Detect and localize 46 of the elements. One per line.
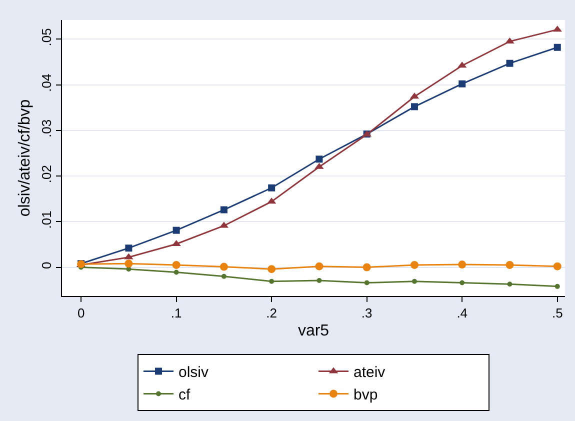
legend-label: ateiv xyxy=(354,364,386,382)
y-tick-label: .05 xyxy=(38,28,54,46)
point xyxy=(506,260,514,269)
point xyxy=(172,226,180,234)
x-tick-label: .2 xyxy=(266,306,277,321)
y-tick-label: .04 xyxy=(38,74,54,92)
y-tick-label: .02 xyxy=(38,165,54,184)
point xyxy=(315,262,324,270)
x-axis-title: var5 xyxy=(298,322,330,340)
point xyxy=(124,260,133,268)
point xyxy=(268,184,276,192)
point xyxy=(460,280,465,286)
point xyxy=(125,244,132,252)
x-tick-label: .4 xyxy=(456,306,468,321)
y-tick-label: 0 xyxy=(38,262,54,269)
point xyxy=(554,44,561,51)
legend-label: olsiv xyxy=(178,364,210,382)
legend-label: cf xyxy=(178,386,191,404)
y-axis-title: olsiv/ateiv/cf/bvp xyxy=(16,99,34,217)
point xyxy=(364,280,370,286)
point xyxy=(412,278,417,284)
point xyxy=(316,278,322,283)
point xyxy=(172,260,180,269)
point xyxy=(221,274,226,279)
y-tick-label: .03 xyxy=(38,119,54,138)
point xyxy=(316,156,323,163)
point xyxy=(553,262,562,270)
point xyxy=(362,263,371,272)
point xyxy=(507,282,512,287)
x-tick-label: .5 xyxy=(552,306,563,321)
point xyxy=(269,278,274,284)
point xyxy=(458,260,466,269)
y-tick-label: .01 xyxy=(38,210,54,229)
x-tick-label: .3 xyxy=(361,306,372,321)
point xyxy=(410,103,418,110)
point xyxy=(174,270,179,275)
point xyxy=(458,80,466,88)
point xyxy=(554,284,560,289)
point xyxy=(506,60,514,67)
x-tick-label: .1 xyxy=(170,306,182,321)
point xyxy=(410,260,418,269)
x-tick-label: 0 xyxy=(77,306,85,321)
point xyxy=(220,262,228,271)
point xyxy=(268,265,276,274)
point xyxy=(220,206,228,214)
legend-label: bvp xyxy=(354,386,378,404)
